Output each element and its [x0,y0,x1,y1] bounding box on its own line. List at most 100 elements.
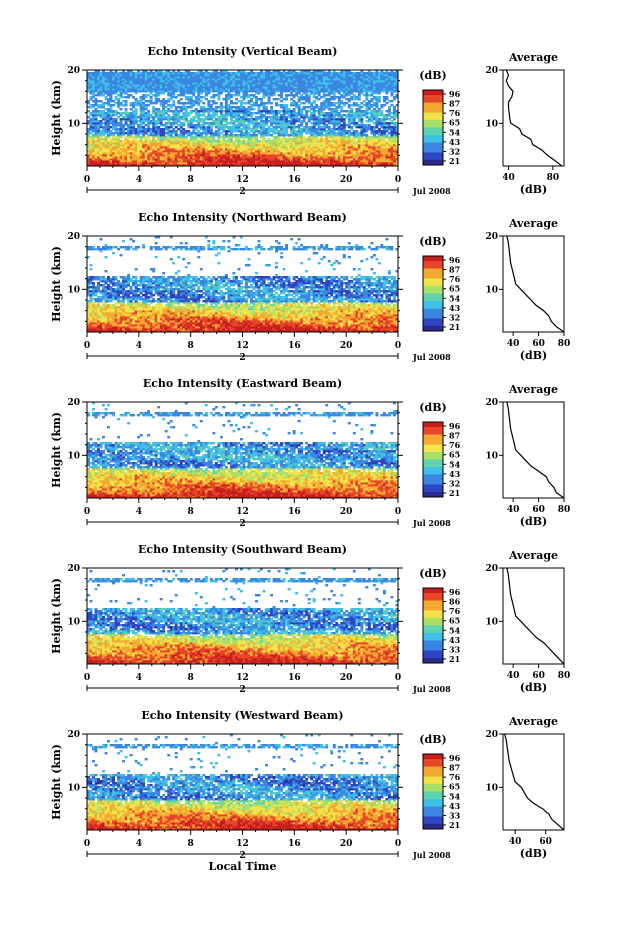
heatmap-cell [197,154,201,157]
heatmap-cell [262,162,266,165]
heatmap-cell [134,134,138,137]
heatmap-cell [387,158,391,161]
heatmap-cell [252,152,256,155]
heatmap-cell [149,162,153,165]
heatmap-cell [137,130,141,133]
heatmap-cell [245,158,248,161]
heatmap-cell [310,136,314,139]
heatmap-cell [390,122,394,125]
heatmap-cell [320,158,324,161]
heatmap-cell [129,108,133,111]
heatmap-cell [367,120,371,123]
heatmap-cell [219,142,223,145]
heatmap-cell [337,96,341,99]
heatmap-cell [139,164,143,167]
heatmap-cell [169,122,173,125]
heatmap-cell [250,128,253,131]
heatmap-cell [214,130,218,133]
heatmap-cell [247,94,251,97]
heatmap-cell [227,164,231,167]
heatmap-cell [335,132,339,135]
heatmap-cell [239,148,243,151]
heatmap-cell [332,142,336,145]
heatmap-cell [177,106,181,109]
heatmap-cell [147,104,151,107]
heatmap-cell [199,120,203,123]
heatmap-cell [117,160,121,163]
heatmap-cell [189,72,193,75]
heatmap-cell [214,126,218,129]
heatmap-cell [202,96,206,99]
heatmap-cell [207,160,211,163]
heatmap-cell [362,162,366,165]
heatmap-cell [119,120,123,123]
heatmap-cell [365,140,369,143]
heatmap-cell [262,122,266,125]
heatmap-cell [280,156,284,159]
heatmap-cell [390,104,394,107]
heatmap-cell [380,154,384,157]
heatmap-cell [355,156,359,159]
heatmap-cell [192,100,196,103]
heatmap-cell [222,130,226,133]
heatmap-cell [222,152,226,155]
heatmap-cell [290,146,294,149]
heatmap-cell [129,144,133,147]
heatmap-cell [317,98,321,101]
heatmap-cell [275,130,279,133]
heatmap-cell [345,132,349,135]
heatmap-cell [167,150,171,153]
heatmap-cell [300,156,304,159]
heatmap-cell [214,124,218,127]
heatmap-cell [114,122,118,125]
heatmap-cell [255,122,258,125]
heatmap-cell [174,106,178,109]
heatmap-cell [92,160,95,163]
heatmap-cell [312,164,316,167]
heatmap-cell [347,124,351,127]
heatmap-cell [239,154,243,157]
heatmap-cell [245,162,248,165]
heatmap-cell [107,120,110,123]
heatmap-cell [262,156,266,159]
heatmap-cell [162,158,166,161]
heatmap-cell [172,124,176,127]
heatmap-cell [342,142,346,145]
heatmap-cell [204,108,208,111]
heatmap-cell [377,150,381,153]
heatmap-cell [129,142,133,145]
heatmap-cell [297,160,301,163]
heatmap-cell [197,148,201,151]
heatmap-cell [317,140,321,143]
heatmap-cell [302,128,306,131]
heatmap-cell [335,72,339,75]
heatmap-cell [127,124,131,127]
heatmap-cell [134,152,138,155]
heatmap-cell [172,152,176,155]
heatmap-cell [352,162,356,165]
heatmap-cell [282,124,286,127]
heatmap-cell [282,126,286,129]
heatmap-cell [114,124,118,127]
heatmap-cell [137,136,141,139]
heatmap-cell [247,150,251,153]
heatmap-cell [104,162,108,165]
heatmap-cell [172,140,176,143]
heatmap-cell [97,152,100,155]
heatmap-cell [277,158,281,161]
heatmap-cell [385,122,389,125]
heatmap-cell [94,118,98,121]
heatmap-cell [117,148,121,151]
heatmap-cell [267,128,271,131]
heatmap-cell [177,152,181,155]
heatmap-cell [132,128,136,131]
heatmap-cell [395,140,399,143]
heatmap-cell [280,124,284,127]
heatmap-cell [109,120,113,123]
heatmap-cell [217,148,221,151]
heatmap-cell [387,124,391,127]
heatmap-cell [277,138,281,141]
heatmap-cell [217,146,221,149]
heatmap-cell [162,144,166,147]
heatmap-cell [347,160,351,163]
